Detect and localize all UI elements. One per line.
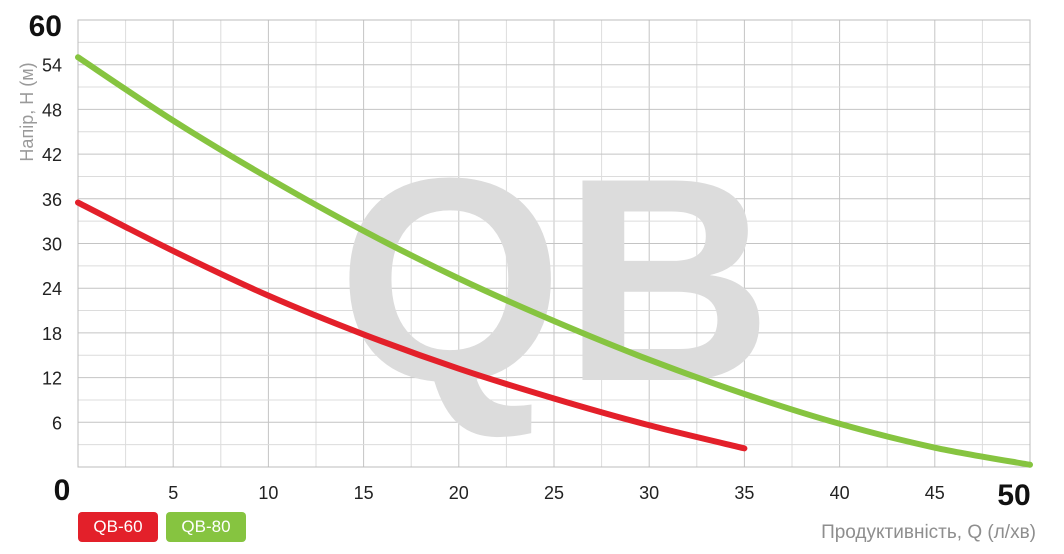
x-tick-label: 40: [830, 483, 850, 503]
tick-labels: 5 10 15 20 25 30 35 40 45 6 12 18 24 30 36 42 48 54: [42, 56, 945, 503]
y-max-label: 60: [29, 10, 62, 43]
x-max-label: 50: [997, 479, 1030, 512]
y-tick-label: 48: [42, 100, 62, 120]
x-tick-label: 10: [258, 483, 278, 503]
x-tick-label: 45: [925, 483, 945, 503]
series-group: [75, 54, 1033, 468]
y-tick-label: 18: [42, 324, 62, 344]
y-axis-label: Напір, H (м): [17, 62, 37, 161]
y-tick-label: 54: [42, 56, 62, 76]
legend-item-qb-60: QB-60: [78, 512, 158, 542]
x-tick-label: 15: [354, 483, 374, 503]
x-tick-label: 5: [168, 483, 178, 503]
watermark-text: QB: [338, 118, 773, 442]
y-tick-label: 36: [42, 190, 62, 210]
series-line-qb-60: [75, 199, 748, 452]
y-tick-label: 42: [42, 145, 62, 165]
y-tick-label: 30: [42, 235, 62, 255]
plot-frame: [77, 19, 1031, 468]
series-line-qb-80: [75, 54, 1033, 468]
x-tick-label: 25: [544, 483, 564, 503]
x-tick-label: 35: [734, 483, 754, 503]
y-tick-label: 24: [42, 279, 62, 299]
y-tick-label: 6: [52, 413, 62, 433]
x-axis-label: Продуктивність, Q (л/хв): [821, 522, 1036, 543]
x-tick-label: 20: [449, 483, 469, 503]
origin-label: 0: [54, 474, 71, 507]
x-tick-label: 30: [639, 483, 659, 503]
y-tick-label: 12: [42, 369, 62, 389]
legend-item-qb-80: QB-80: [166, 512, 246, 542]
